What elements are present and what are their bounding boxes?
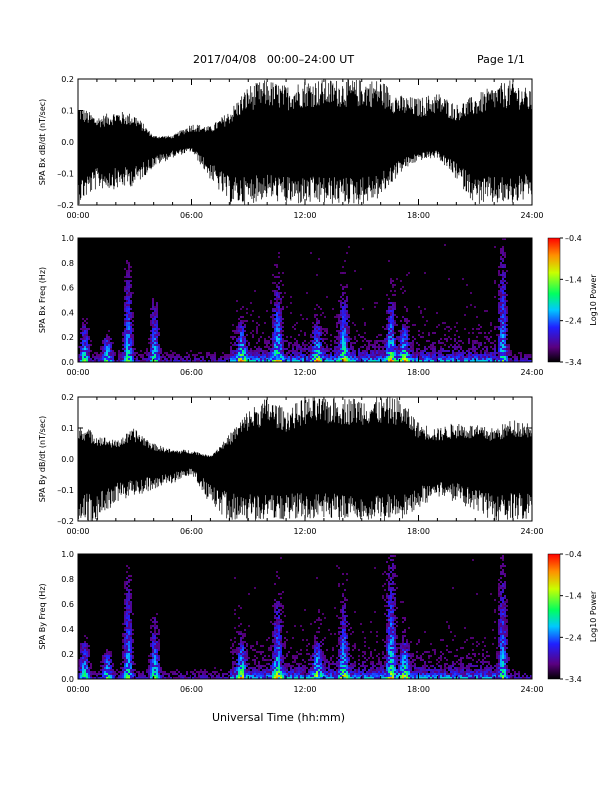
y-axis-label-3: SPA By Freq (Hz) [38,583,47,649]
x-tick-label-2-4: 24:00 [520,527,543,536]
y-tick-label-0-3: –0.1 [57,170,74,179]
y-tick-label-0-2: 0.0 [61,138,74,147]
x-tick-label-2-3: 18:00 [407,527,430,536]
y-tick-label-3-5: 0.0 [61,675,74,684]
y-tick-label-3-4: 0.2 [61,650,74,659]
colorbar-tick-label-1-0: –0.4 [565,234,582,243]
x-tick-label-0-3: 18:00 [407,211,430,220]
y-tick-label-1-4: 0.2 [61,333,74,342]
x-tick-label-0-4: 24:00 [520,211,543,220]
x-tick-label-3-1: 06:00 [180,685,203,694]
x-tick-label-2-1: 06:00 [180,527,203,536]
colorbar-tick-label-1-2: –2.4 [565,317,582,326]
x-tick-label-3-2: 12:00 [293,685,316,694]
y-tick-label-0-0: 0.2 [61,75,74,84]
y-tick-label-2-4: –0.2 [57,517,74,526]
waveform-trace-0 [77,79,533,205]
x-tick-label-1-3: 18:00 [407,368,430,377]
x-tick-label-1-1: 06:00 [180,368,203,377]
colorbar-3 [547,553,561,680]
y-tick-label-1-5: 0.0 [61,358,74,367]
spectrogram-background-3 [78,554,532,679]
page-number: Page 1/1 [477,53,525,66]
y-tick-label-1-2: 0.6 [61,284,74,293]
y-tick-label-1-3: 0.4 [61,308,74,317]
x-tick-label-3-0: 00:00 [66,685,89,694]
colorbar-tick-label-1-1: –1.4 [565,275,582,284]
x-tick-label-2-0: 00:00 [66,527,89,536]
y-tick-label-2-0: 0.2 [61,393,74,402]
colorbar-1 [547,237,561,363]
x-tick-label-0-2: 12:00 [293,211,316,220]
colorbar-tick-label-3-1: –1.4 [565,592,582,601]
x-tick-label-0-1: 06:00 [180,211,203,220]
y-tick-label-3-0: 1.0 [61,550,74,559]
colorbar-tick-label-3-0: –0.4 [565,550,582,559]
x-tick-label-3-3: 18:00 [407,685,430,694]
y-tick-label-2-1: 0.1 [61,424,74,433]
y-tick-label-1-1: 0.8 [61,259,74,268]
x-axis-title: Universal Time (hh:mm) [212,711,345,724]
colorbar-tick-label-1-3: –3.4 [565,358,582,367]
spectrogram-cells-1 [78,238,532,362]
colorbar-tick-label-3-2: –2.4 [565,633,582,642]
x-tick-label-1-0: 00:00 [66,368,89,377]
y-tick-label-3-1: 0.8 [61,575,74,584]
y-axis-label-0: SPA Bx dB/dt (nT/sec) [38,99,47,186]
y-axis-label-2: SPA By dB/dt (nT/sec) [38,416,47,503]
colorbar-tick-label-3-3: –3.4 [565,675,582,684]
colorbar-label-3: Log10 Power [589,590,598,642]
x-tick-label-1-4: 24:00 [520,368,543,377]
y-axis-label-1: SPA Bx Freq (Hz) [38,267,47,333]
y-tick-label-3-2: 0.6 [61,600,74,609]
x-tick-label-1-2: 12:00 [293,368,316,377]
x-tick-label-0-0: 00:00 [66,211,89,220]
x-tick-label-3-4: 24:00 [520,685,543,694]
colorbar-label-1: Log10 Power [589,274,598,326]
y-tick-label-2-3: –0.1 [57,486,74,495]
y-tick-label-3-3: 0.4 [61,625,74,634]
x-tick-label-2-2: 12:00 [293,527,316,536]
y-tick-label-0-1: 0.1 [61,107,74,116]
spectrogram-cells-3 [78,555,532,679]
plot-title: 2017/04/08 00:00–24:00 UT [193,53,355,66]
waveform-trace-2 [77,397,533,521]
y-tick-label-0-4: –0.2 [57,201,74,210]
y-tick-label-1-0: 1.0 [61,234,74,243]
y-tick-label-2-2: 0.0 [61,455,74,464]
